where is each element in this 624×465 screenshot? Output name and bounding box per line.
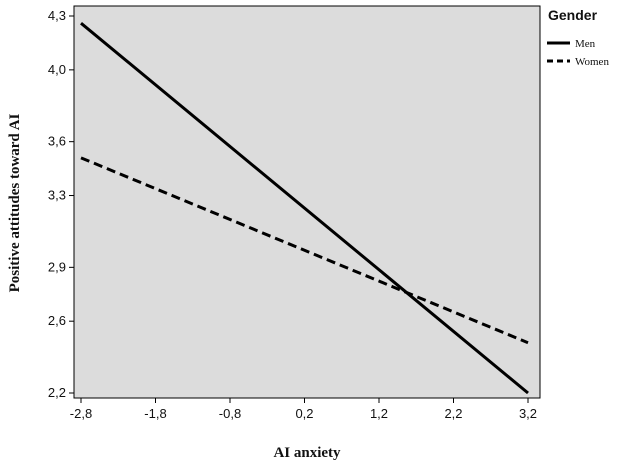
y-tick-label: 4,0	[48, 62, 66, 77]
x-tick-label: -2,8	[70, 406, 92, 421]
y-tick-label: 4,3	[48, 8, 66, 23]
y-tick-label: 2,2	[48, 385, 66, 400]
y-axis-title: Positive attitudes toward AI	[7, 113, 23, 292]
x-tick-label: 1,2	[370, 406, 388, 421]
x-tick-label: -0,8	[219, 406, 241, 421]
y-tick-label: 3,6	[48, 134, 66, 149]
x-axis-ticks: -2,8 -1,8 -0,8 0,2 1,2 2,2 3,2	[70, 398, 537, 421]
x-tick-label: 0,2	[295, 406, 313, 421]
y-axis-ticks: 2,2 2,6 2,9 3,3 3,6 4,0 4,3	[48, 8, 74, 400]
legend: Gender Men Women	[547, 7, 609, 68]
series-line-men	[80, 22, 529, 395]
series-line-women	[80, 156, 529, 345]
series-layer	[80, 22, 529, 395]
plot-area	[73, 5, 541, 399]
y-tick-label: 3,3	[48, 188, 66, 203]
y-tick-label: 2,9	[48, 259, 66, 274]
x-axis-title: AI anxiety	[273, 445, 341, 461]
legend-label-men: Men	[575, 38, 596, 50]
x-tick-label: -1,8	[144, 406, 166, 421]
y-tick-label: 2,6	[48, 313, 66, 328]
legend-title: Gender	[548, 7, 598, 23]
x-tick-label: 2,2	[444, 406, 462, 421]
x-tick-label: 3,2	[519, 406, 537, 421]
legend-label-women: Women	[575, 56, 609, 68]
